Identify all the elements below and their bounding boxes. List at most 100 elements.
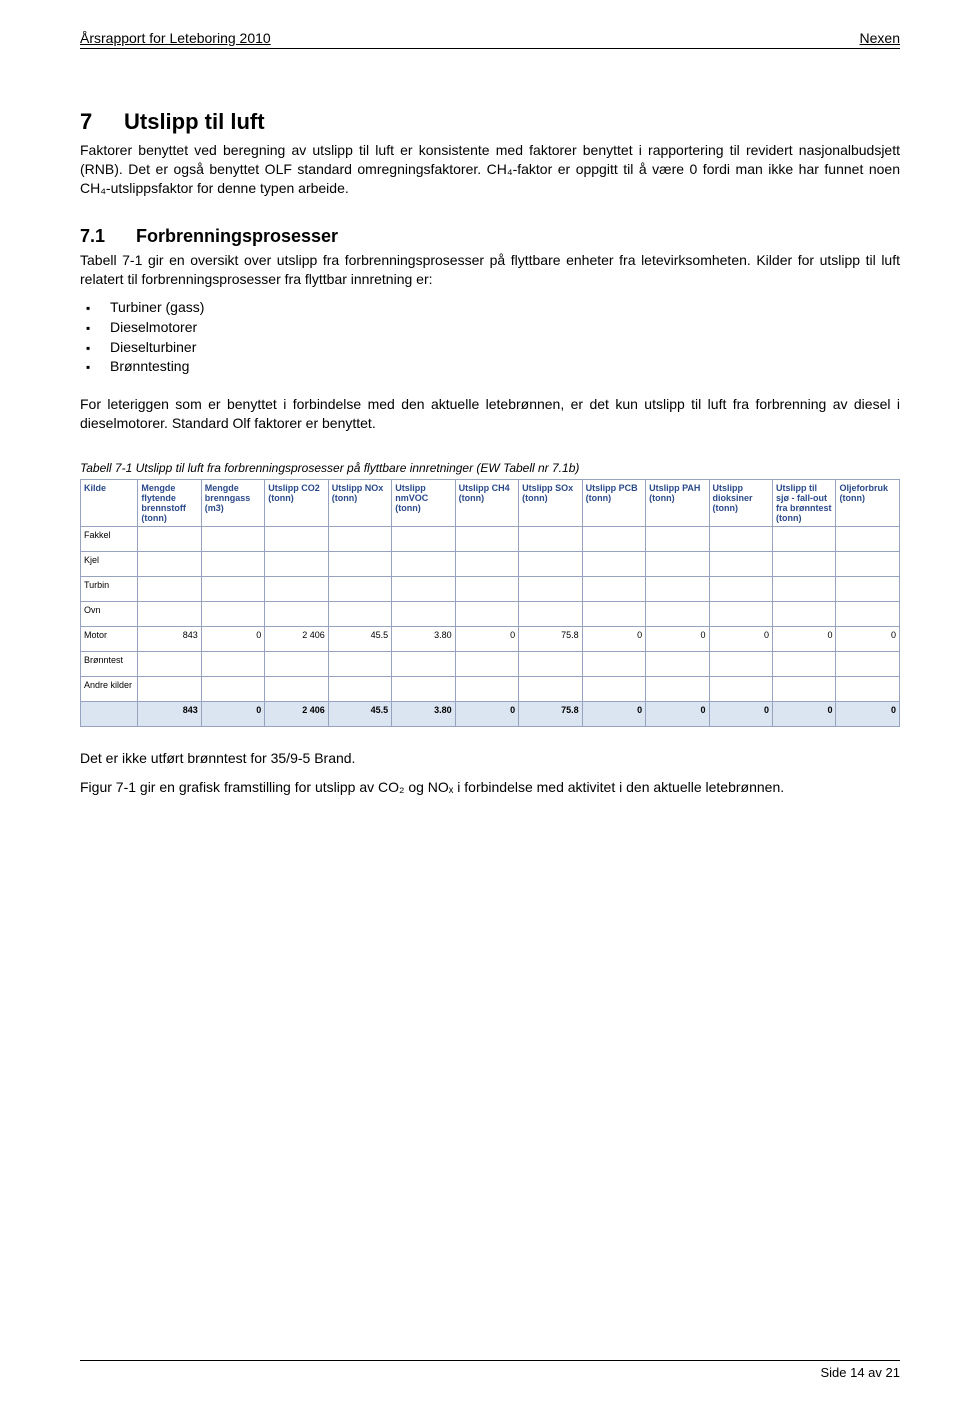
table-cell [709,576,772,601]
table-cell: 0 [582,626,645,651]
table-cell [392,651,455,676]
table-cell [392,601,455,626]
table-cell: 75.8 [519,626,582,651]
row-label: Brønntest [81,651,138,676]
table-cell [138,576,201,601]
header-right: Nexen [860,30,900,46]
table-cell [709,676,772,701]
section-paragraph-1: Faktorer benyttet ved beregning av utsli… [80,141,900,198]
row-label: Ovn [81,601,138,626]
table-cell [773,576,836,601]
section-number: 7 [80,109,124,135]
table-cell: 3.80 [392,626,455,651]
table-cell [455,551,518,576]
row-label: Andre kilder [81,676,138,701]
table-cell [392,551,455,576]
table-row: Turbin [81,576,900,601]
list-item: Dieselmotorer [110,318,900,338]
table-cell [138,526,201,551]
table-cell [709,551,772,576]
col-header: Mengde brenngass (m3) [201,479,264,526]
table-row: Kjel [81,551,900,576]
table-cell [773,676,836,701]
col-header: Utslipp CO2 (tonn) [265,479,328,526]
row-label [81,701,138,726]
table-cell [392,676,455,701]
table-cell: 0 [836,701,900,726]
table-cell [265,601,328,626]
table-cell [836,551,900,576]
table-cell [773,651,836,676]
section-title-text: Utslipp til luft [124,109,265,134]
table-header-row: Kilde Mengde flytende brennstoff (tonn) … [81,479,900,526]
table-cell [646,676,709,701]
table-cell [138,601,201,626]
table-cell: 0 [646,701,709,726]
list-item: Brønntesting [110,357,900,377]
table-cell [519,601,582,626]
table-cell [328,551,391,576]
table-cell [773,551,836,576]
table-body: FakkelKjelTurbinOvnMotor84302 40645.53.8… [81,526,900,726]
table-cell [265,676,328,701]
table-cell [201,651,264,676]
col-header: Kilde [81,479,138,526]
emissions-table: Kilde Mengde flytende brennstoff (tonn) … [80,479,900,727]
table-row: Brønntest [81,651,900,676]
table-cell [582,676,645,701]
col-header: Utslipp dioksiner (tonn) [709,479,772,526]
table-cell [773,601,836,626]
table-cell [519,526,582,551]
col-header: Utslipp NOx (tonn) [328,479,391,526]
page-footer: Side 14 av 21 [80,1360,900,1380]
subsection-paragraph-1: Tabell 7-1 gir en oversikt over utslipp … [80,251,900,289]
table-cell [582,551,645,576]
table-cell: 843 [138,701,201,726]
table-cell [582,651,645,676]
table-cell [328,601,391,626]
table-cell [392,576,455,601]
table-cell [138,551,201,576]
table-cell [328,651,391,676]
table-cell: 0 [455,626,518,651]
table-cell: 2 406 [265,626,328,651]
table-cell [455,601,518,626]
col-header: Mengde flytende brennstoff (tonn) [138,479,201,526]
col-header: Oljeforbruk (tonn) [836,479,900,526]
table-cell [328,676,391,701]
table-cell [455,651,518,676]
subsection-paragraph-2: For leteriggen som er benyttet i forbind… [80,395,900,433]
subsection-title-text: Forbrenningsprosesser [136,226,338,246]
after-table-paragraph-1: Det er ikke utført brønntest for 35/9-5 … [80,749,900,768]
table-cell [265,651,328,676]
subsection-number: 7.1 [80,226,136,247]
page-header: Årsrapport for Leteboring 2010 Nexen [80,30,900,49]
row-label: Motor [81,626,138,651]
page: Årsrapport for Leteboring 2010 Nexen 7Ut… [0,0,960,1418]
table-cell: 0 [201,701,264,726]
table-cell [773,526,836,551]
list-item: Dieselturbiner [110,338,900,358]
table-cell [201,601,264,626]
table-cell [201,676,264,701]
table-row: Motor84302 40645.53.80075.800000 [81,626,900,651]
table-cell [646,576,709,601]
row-label: Fakkel [81,526,138,551]
table-row: Ovn [81,601,900,626]
table-cell: 75.8 [519,701,582,726]
table-cell: 0 [646,626,709,651]
table-cell: 45.5 [328,626,391,651]
table-cell: 0 [836,626,900,651]
table-cell [201,576,264,601]
row-label: Kjel [81,551,138,576]
table-cell [138,676,201,701]
table-cell [582,601,645,626]
table-cell [709,651,772,676]
table-cell [582,576,645,601]
bullet-list: Turbiner (gass) Dieselmotorer Dieselturb… [80,298,900,376]
table-cell [328,576,391,601]
table-total-row: 84302 40645.53.80075.800000 [81,701,900,726]
table-cell [138,651,201,676]
table-cell [519,651,582,676]
col-header: Utslipp SOx (tonn) [519,479,582,526]
